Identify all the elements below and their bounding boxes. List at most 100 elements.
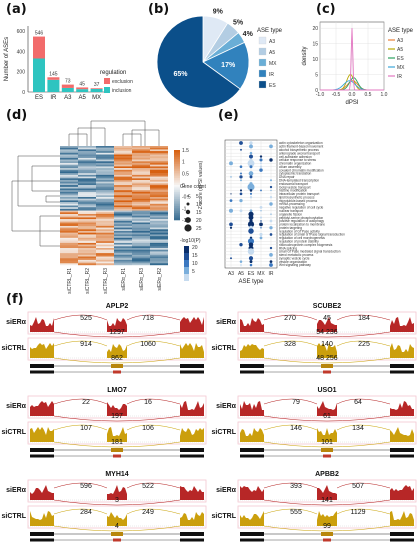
term-label: regulation of protein stability (279, 239, 319, 243)
heatmap-cell (78, 263, 96, 266)
heatmap-cell (150, 186, 168, 189)
dot-A5 (239, 209, 243, 213)
y-axis-label: density (302, 46, 308, 65)
bar-total-label: 37 (94, 82, 100, 88)
heatmap-cell (150, 151, 168, 153)
heatmap-cell (150, 161, 168, 164)
heatmap-cell (96, 147, 114, 150)
dot-A5 (239, 260, 243, 263)
colorbar-segment (174, 197, 180, 200)
color-legend-segment (184, 260, 189, 267)
junction-arc (263, 482, 318, 489)
heatmap-cell (78, 149, 96, 152)
heatmap-zscore: siCTRL_R1 siCTRL_R2 siCTRL_R3 siERα_R1 siERα… (11, 120, 206, 294)
gene-model-exon (390, 448, 414, 452)
heatmap-cell (96, 256, 114, 259)
heatmap-cell (132, 156, 150, 159)
heatmap-cell (132, 171, 150, 174)
heatmap-cell (60, 248, 78, 250)
bar-chart-ase-counts: 0 200 400 600 Number of ASEs 546 ES 145 IR 73 A3 45… (4, 26, 133, 101)
heatmap-cell (60, 220, 78, 223)
coverage-exon (107, 427, 127, 442)
heatmap-cell (60, 259, 78, 262)
gene-model-exon (240, 364, 264, 368)
heatmap-cell (150, 171, 168, 174)
junction-count-top: 22 (82, 399, 90, 406)
dot-ES (248, 256, 254, 261)
row-label-bottom: siCTRL (212, 513, 237, 520)
bar-inclusion (76, 89, 89, 92)
heatmap-cell (60, 251, 78, 254)
legend-swatch (258, 36, 267, 45)
term-label: protein localization to membrane (279, 223, 325, 227)
heatmap-cell (96, 220, 114, 223)
colorbar-segment (174, 155, 180, 158)
coverage-exon (107, 402, 127, 416)
heatmap-cell (60, 217, 78, 220)
heatmap-cell (114, 200, 132, 203)
heatmap-cell (114, 237, 132, 240)
legend-swatch (104, 87, 110, 93)
row-label-top: siERα (6, 403, 27, 410)
term-label: alcohol biosynthetic process (279, 148, 319, 152)
row-label-top: siERα (216, 319, 237, 326)
heatmap-cell (96, 217, 114, 220)
dot-ES (249, 196, 253, 199)
heatmap-cell (114, 174, 132, 177)
heatmap-cell (150, 232, 168, 235)
dot-ES (249, 144, 253, 149)
heatmap-cell (114, 173, 132, 176)
junction-count-bottom: 328 (284, 341, 296, 348)
dot-MX (259, 236, 263, 240)
heatmap-cell (78, 229, 96, 232)
term-label: synaptic vesicle cycle (279, 256, 310, 260)
heatmap-cell (78, 205, 96, 208)
coverage-exon (30, 511, 54, 526)
term-label: intracellular protein transport (279, 192, 320, 196)
heatmap-cell (132, 186, 150, 189)
heatmap-cell (132, 227, 150, 230)
row-label-bottom: siCTRL (2, 513, 27, 520)
heatmap-cell (60, 186, 78, 189)
term-label: actin cytoskeleton organization (279, 141, 323, 145)
dot-A3 (230, 254, 232, 256)
heatmap-cell (132, 239, 150, 242)
heatmap-cell (96, 149, 114, 152)
term-label: mRNA processing (279, 202, 305, 206)
heatmap-cell (150, 212, 168, 215)
heatmap-cell (78, 174, 96, 177)
colorbar-segment (174, 157, 180, 160)
heatmap-cell (114, 159, 132, 162)
heatmap-cell (114, 171, 132, 174)
bar-inclusion (61, 87, 74, 92)
heatmap-cell (78, 251, 96, 254)
junction-count-bottom-skip: 48 256 (316, 355, 338, 362)
gene-model-exon (30, 532, 54, 536)
heatmap-cell (114, 222, 132, 225)
heatmap-cell (60, 203, 78, 206)
dot-MX (259, 165, 263, 168)
heatmap-cell (60, 210, 78, 213)
heatmap-cell (78, 207, 96, 210)
heatmap-cell (78, 163, 96, 165)
density-line-IR (320, 28, 384, 91)
colorbar-segment (174, 186, 180, 189)
junction-count-top: 184 (358, 315, 370, 322)
heatmap-cell (150, 157, 168, 160)
legend-label: A5 (397, 47, 403, 53)
heatmap-cell (78, 256, 96, 259)
heatmap-cell (114, 178, 132, 181)
color-legend-label: 10 (192, 261, 198, 267)
coverage-exon (317, 485, 337, 500)
gene-model-exon (240, 532, 264, 536)
heatmap-cell (78, 202, 96, 204)
junction-count-top: 16 (144, 399, 152, 406)
coverage-exon (180, 401, 204, 416)
heatmap-cell (132, 241, 150, 244)
colorbar-segment (174, 214, 180, 217)
junction-count-bottom-skip: 862 (111, 355, 123, 362)
heatmap-cell (150, 176, 168, 179)
gene-name: USO1 (317, 387, 336, 394)
junction-arc (263, 340, 318, 347)
gene-model-exon (240, 538, 264, 542)
